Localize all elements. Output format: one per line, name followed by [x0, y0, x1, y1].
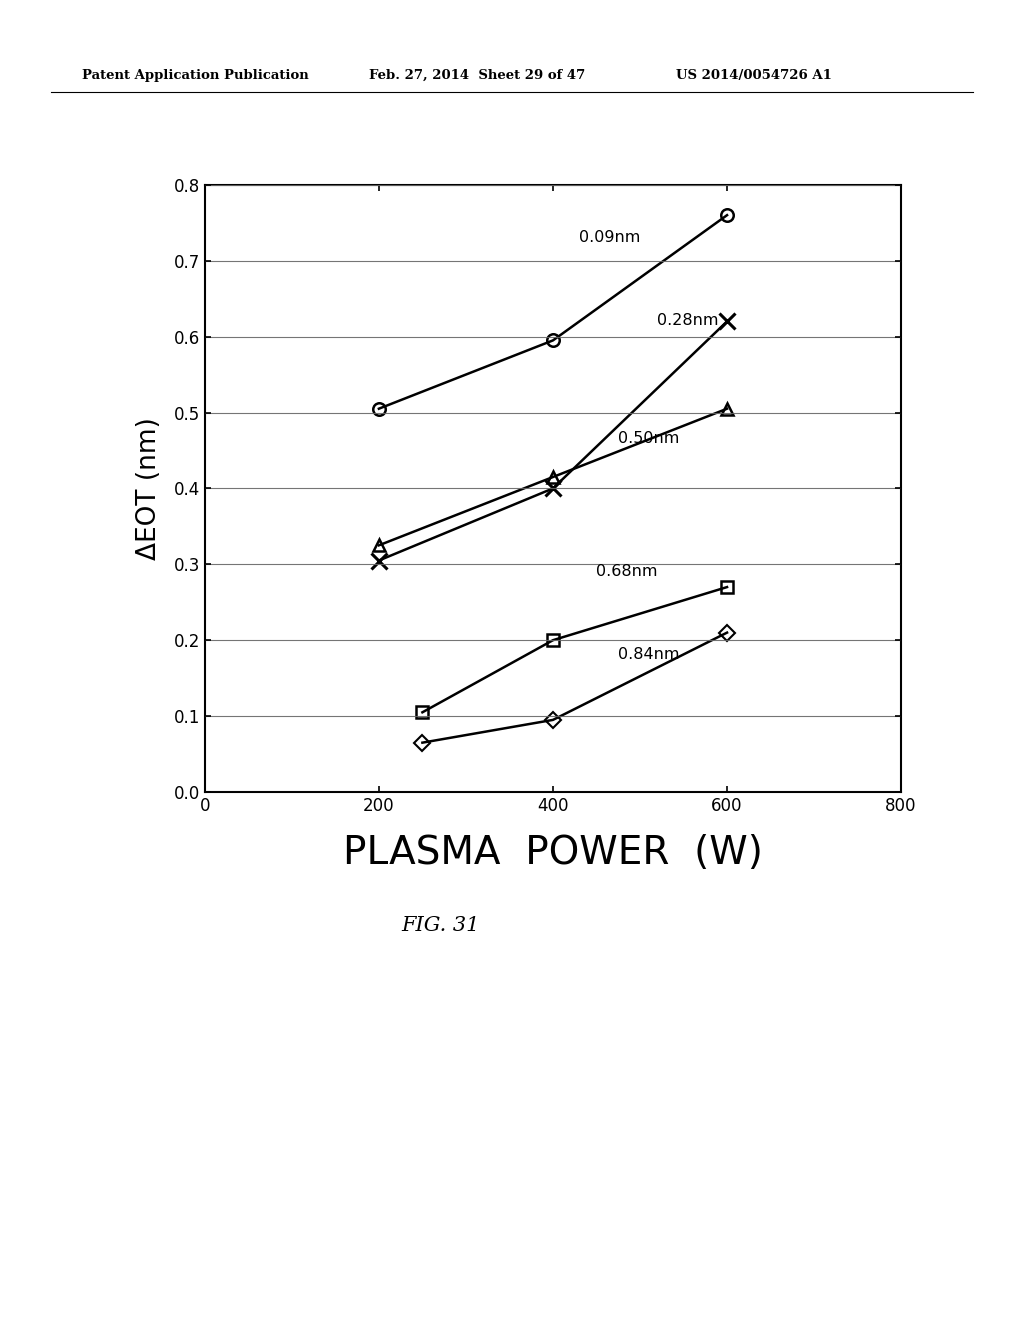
Y-axis label: ΔEOT (nm): ΔEOT (nm) — [136, 417, 163, 560]
Text: 0.50nm: 0.50nm — [618, 430, 680, 446]
Text: 0.28nm: 0.28nm — [657, 313, 719, 329]
Text: Feb. 27, 2014  Sheet 29 of 47: Feb. 27, 2014 Sheet 29 of 47 — [369, 69, 585, 82]
X-axis label: PLASMA  POWER  (W): PLASMA POWER (W) — [343, 834, 763, 873]
Text: 0.68nm: 0.68nm — [596, 564, 658, 578]
Text: FIG. 31: FIG. 31 — [401, 916, 479, 935]
Text: 0.84nm: 0.84nm — [618, 647, 680, 663]
Text: US 2014/0054726 A1: US 2014/0054726 A1 — [676, 69, 831, 82]
Text: Patent Application Publication: Patent Application Publication — [82, 69, 308, 82]
Text: 0.09nm: 0.09nm — [580, 230, 640, 244]
